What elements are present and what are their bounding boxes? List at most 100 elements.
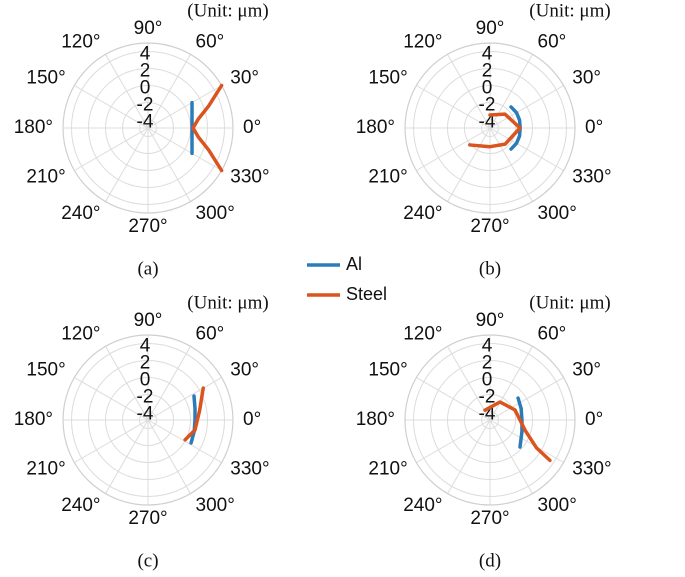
theta-tick-label: 270°: [128, 216, 167, 237]
panel-caption: (b): [479, 258, 501, 279]
theta-tick-label: 120°: [61, 31, 100, 52]
theta-tick-label: 120°: [61, 323, 100, 344]
theta-tick-label: 90°: [476, 18, 505, 39]
series-line: [483, 400, 552, 463]
theta-tick-label: 150°: [368, 360, 407, 381]
grid-spoke: [147, 85, 222, 129]
grid-spoke: [105, 54, 149, 129]
r-tick-label: -4: [479, 404, 496, 425]
polar-outline: [62, 334, 234, 506]
theta-tick-label: 150°: [26, 68, 65, 89]
r-tick-label: 0: [482, 78, 493, 99]
theta-tick-label: 60°: [538, 323, 567, 344]
theta-tick-label: 180°: [14, 409, 53, 430]
grid-spoke: [489, 419, 533, 494]
grid-spoke: [489, 127, 533, 202]
grid-spoke: [105, 419, 149, 494]
grid-spoke: [416, 85, 491, 129]
theta-tick-label: 270°: [470, 216, 509, 237]
grid-spoke: [447, 127, 491, 202]
r-tick-label: 2: [482, 353, 493, 374]
grid-spoke: [489, 127, 564, 171]
series-line: [468, 112, 522, 149]
grid-spoke: [105, 127, 149, 202]
grid-spoke: [147, 377, 222, 421]
theta-tick-label: 330°: [230, 459, 269, 480]
theta-tick-label: 180°: [356, 117, 395, 138]
series-line: [191, 83, 224, 173]
theta-tick-label: 210°: [368, 167, 407, 188]
theta-tick-label: 60°: [538, 31, 567, 52]
theta-tick-label: 120°: [403, 323, 442, 344]
theta-tick-label: 180°: [14, 117, 53, 138]
theta-tick-label: 330°: [230, 167, 269, 188]
unit-label: (Unit: μm): [187, 0, 268, 21]
unit-label: (Unit: μm): [529, 0, 610, 21]
theta-tick-label: 0°: [243, 117, 261, 138]
grid-spoke: [489, 377, 564, 421]
r-tick-label: 4: [482, 336, 493, 357]
grid-spoke: [105, 346, 149, 421]
theta-tick-label: 240°: [61, 495, 100, 516]
theta-tick-label: 180°: [356, 409, 395, 430]
theta-tick-label: 210°: [26, 459, 65, 480]
theta-tick-label: 330°: [572, 167, 611, 188]
r-tick-label: 2: [140, 61, 151, 82]
theta-tick-label: 30°: [230, 360, 259, 381]
series-line: [183, 386, 205, 442]
unit-label: (Unit: μm): [529, 292, 610, 313]
panel-caption: (d): [479, 550, 501, 571]
polar-outline: [404, 334, 576, 506]
r-tick-label: 0: [482, 370, 493, 391]
legend-label: Al: [346, 254, 362, 274]
theta-tick-label: 90°: [134, 18, 163, 39]
grid-spoke: [489, 419, 564, 463]
theta-tick-label: 0°: [585, 117, 603, 138]
r-tick-label: 2: [140, 353, 151, 374]
grid-spoke: [416, 377, 491, 421]
panel-caption: (c): [137, 550, 158, 571]
theta-tick-label: 210°: [368, 459, 407, 480]
r-tick-label: -2: [479, 95, 496, 116]
polar-outline: [62, 42, 234, 214]
theta-tick-label: 210°: [26, 167, 65, 188]
unit-label: (Unit: μm): [187, 292, 268, 313]
theta-tick-label: 240°: [403, 203, 442, 224]
grid-spoke: [489, 346, 533, 421]
theta-tick-label: 270°: [470, 508, 509, 529]
r-tick-label: -4: [137, 112, 154, 133]
grid-spoke: [74, 377, 149, 421]
theta-tick-label: 30°: [572, 360, 601, 381]
grid-spoke: [147, 127, 222, 171]
grid-spoke: [147, 419, 191, 494]
r-tick-label: -4: [479, 112, 496, 133]
grid-spoke: [447, 54, 491, 129]
theta-tick-label: 150°: [368, 68, 407, 89]
r-tick-label: 0: [140, 78, 151, 99]
grid-spoke: [447, 419, 491, 494]
grid-spoke: [147, 346, 191, 421]
theta-tick-label: 90°: [476, 310, 505, 331]
theta-tick-label: 300°: [196, 203, 235, 224]
r-tick-label: -2: [479, 387, 496, 408]
grid-spoke: [416, 419, 491, 463]
r-tick-label: 0: [140, 370, 151, 391]
r-tick-label: 4: [140, 336, 151, 357]
grid-spoke: [147, 127, 191, 202]
theta-tick-label: 90°: [134, 310, 163, 331]
r-tick-label: 4: [482, 44, 493, 65]
grid-spoke: [416, 127, 491, 171]
r-tick-label: 2: [482, 61, 493, 82]
series-line: [189, 394, 197, 445]
r-tick-label: 4: [140, 44, 151, 65]
theta-tick-label: 150°: [26, 360, 65, 381]
theta-tick-label: 0°: [585, 409, 603, 430]
theta-tick-label: 60°: [196, 31, 225, 52]
polar-outline: [404, 42, 576, 214]
theta-tick-label: 30°: [572, 68, 601, 89]
grid-spoke: [74, 85, 149, 129]
r-tick-label: -2: [137, 95, 154, 116]
series-line: [516, 396, 524, 449]
legend-label: Steel: [346, 284, 387, 304]
